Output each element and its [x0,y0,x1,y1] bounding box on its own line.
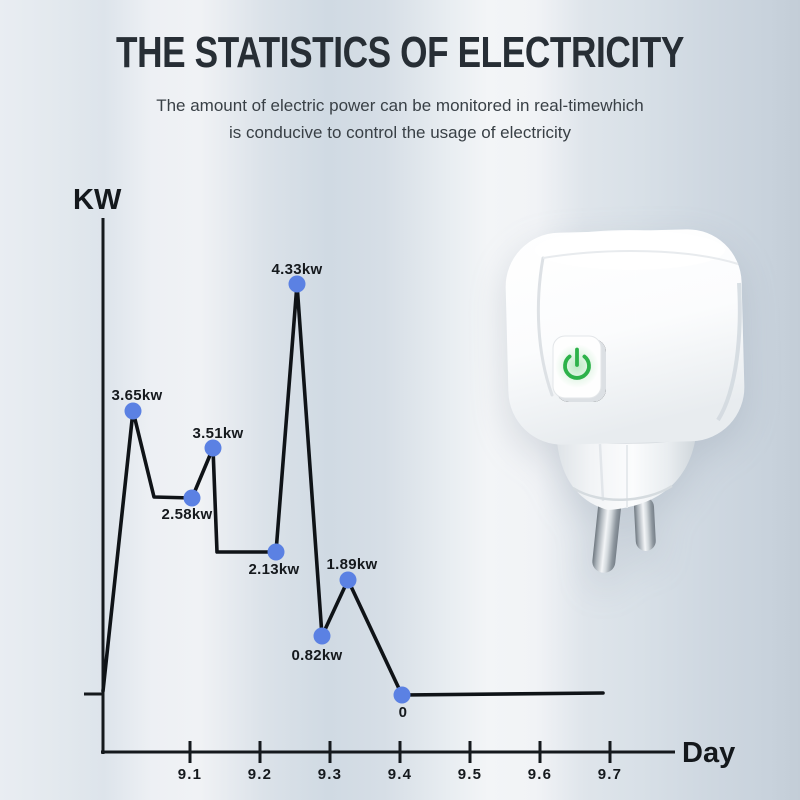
x-tick-label-9-3: 9.3 [318,766,342,783]
x-tick-label-9-4: 9.4 [388,766,412,783]
label-3-51kw: 3.51kw [192,425,243,442]
label-3-65kw: 3.65kw [111,387,162,404]
plug-pin-left [592,492,622,573]
x-tick-label-9-6: 9.6 [528,766,552,783]
x-axis-label-day: Day [682,737,735,769]
dot-3-51kw [204,439,222,457]
label-0kw: 0 [399,704,408,721]
page-subtitle: The amount of electric power can be moni… [0,92,800,146]
barrel-seam [572,484,673,502]
hero-header: THE STATISTICS OF ELECTRICITY The amount… [0,0,800,146]
body-top-highlight [535,230,725,270]
dot-2-13kw [267,543,285,561]
dot-4-33kw [288,275,306,293]
subtitle-line-1: The amount of electric power can be moni… [156,96,644,115]
data-point-labels: 3.65kw 2.58kw 3.51kw 2.13kw 4.33kw 0.82k… [111,261,407,721]
label-0-82kw: 0.82kw [291,647,342,664]
x-axis-tick-labels: 9.1 9.2 9.3 9.4 9.5 9.6 9.7 [178,766,622,783]
power-icon [563,347,591,380]
dot-2-58kw [183,489,201,507]
plug-body [505,229,745,445]
smart-plug-image [505,229,745,573]
x-axis-ticks [188,741,612,763]
label-2-13kw: 2.13kw [248,561,299,578]
dot-3-65kw [124,402,142,420]
x-tick-label-9-1: 9.1 [178,766,202,783]
label-4-33kw: 4.33kw [271,261,322,278]
plug-pin-right [634,497,656,551]
x-tick-label-9-7: 9.7 [598,766,622,783]
power-button [552,335,606,402]
dot-1-89kw [339,571,357,589]
dot-0kw [393,686,411,704]
barrel-facet-line-left [598,443,605,502]
label-1-89kw: 1.89kw [326,556,377,573]
power-usage-line [101,282,605,697]
body-seam-top [542,250,739,265]
dot-0-82kw [313,627,331,645]
page-title: THE STATISTICS OF ELECTRICITY [116,28,684,77]
label-2-58kw: 2.58kw [161,506,212,523]
x-tick-label-9-2: 9.2 [248,766,272,783]
subtitle-line-2: is conducive to control the usage of ele… [228,123,572,142]
y-axis-label-kw: KW [73,184,122,216]
data-point-dots [124,275,411,704]
body-edge-shade-right [716,282,742,422]
body-groove-left [536,256,554,397]
x-tick-label-9-5: 9.5 [458,766,482,783]
